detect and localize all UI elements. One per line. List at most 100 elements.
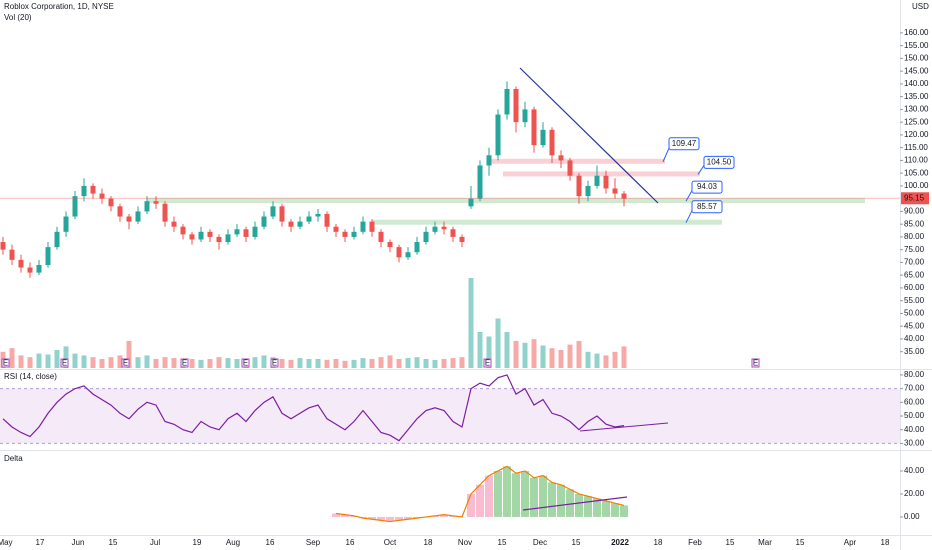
candle-body (486, 155, 492, 166)
y-tick-label: 145.00 (904, 66, 929, 75)
x-tick-label: 2022 (611, 538, 629, 547)
candle-body (603, 175, 609, 189)
callout-box (668, 137, 700, 151)
candle-body (342, 231, 348, 237)
volume-bar (387, 355, 393, 368)
level-zone (487, 158, 665, 164)
y-tick-label: 70.00 (904, 384, 925, 393)
y-tick-label: 80.00 (904, 232, 925, 241)
x-tick-label: Jun (72, 538, 85, 547)
y-tick-label: 35.00 (904, 347, 925, 356)
volume-bar (477, 332, 483, 368)
earnings-marker: E (243, 359, 248, 368)
delta-bar (566, 489, 574, 517)
candle-body (261, 216, 267, 227)
x-tick-label: 15 (726, 538, 735, 547)
volume-bar (468, 278, 474, 368)
x-tick-label: 18 (881, 538, 890, 547)
plot: 35.00 40.00 45.00 50.00 55.00 60.00 65.00 70.00… (0, 28, 929, 547)
delta-bar (557, 484, 565, 517)
candle-body (306, 216, 312, 222)
x-tick-label: Apr (844, 538, 857, 547)
level-label: 94.03 (697, 182, 718, 191)
candle-body (162, 203, 168, 222)
candle-body (495, 114, 501, 156)
volume-bar (342, 360, 348, 368)
earnings-box (483, 358, 492, 368)
volume-bar (315, 359, 321, 368)
earnings-box (751, 358, 760, 368)
candle-body (531, 109, 537, 146)
volume-bar (621, 346, 627, 368)
candle-body (360, 221, 366, 232)
rsi-line (2, 374, 625, 442)
delta-bar (503, 466, 511, 517)
y-tick-label: 55.00 (904, 296, 925, 305)
y-tick-label: 80.00 (904, 370, 925, 379)
volume-bar (594, 353, 600, 368)
volume-bar (495, 318, 501, 368)
volume-bar (405, 358, 411, 368)
earnings-box (1, 358, 10, 368)
candle-body (99, 193, 105, 199)
volume-bar (72, 353, 78, 368)
chart-title: Roblox Corporation, 1D, NYSE (4, 2, 114, 11)
volume-bar (198, 359, 204, 368)
volume-bar (513, 341, 519, 368)
earnings-marker: E (123, 359, 128, 368)
volume-bar (324, 359, 330, 368)
candle-body (450, 229, 456, 237)
volume-bar (252, 357, 258, 368)
y-tick-label: 105.00 (904, 168, 929, 177)
candle-body (324, 213, 330, 227)
volume-bar (153, 359, 159, 368)
candle-body (234, 229, 240, 235)
delta-bar (494, 470, 502, 517)
rsi-trend-line (579, 422, 669, 432)
volume-bar (558, 350, 564, 368)
delta-bar (395, 516, 403, 521)
delta-bar (368, 516, 376, 520)
volume-bar (144, 355, 150, 368)
volume-bar (486, 336, 492, 368)
y-tick-label: 50.00 (904, 411, 925, 420)
trend-line (519, 67, 659, 204)
candle-body (351, 231, 357, 237)
volume-bar (225, 358, 231, 368)
delta-label: Delta (4, 454, 23, 463)
candle-body (270, 206, 276, 217)
rsi-label: RSI (14, close) (4, 372, 57, 381)
earnings-box (180, 358, 189, 368)
candle-body (585, 185, 591, 197)
candle-body (513, 89, 519, 123)
volume-bar (9, 348, 15, 368)
volume-bar (441, 359, 447, 368)
volume-bar (504, 332, 510, 368)
volume-bar (90, 357, 96, 368)
candle-body (117, 206, 123, 217)
level-zone (147, 198, 865, 204)
x-tick-label: Nov (458, 538, 472, 547)
y-tick-label: 110.00 (904, 156, 928, 165)
y-tick-label: 45.00 (904, 321, 925, 330)
x-tick-label: 16 (266, 538, 275, 547)
volume-bar (450, 358, 456, 368)
level-label: 85.57 (697, 202, 718, 211)
candle-body (63, 216, 69, 232)
candle-body (189, 234, 195, 240)
volume-bar (378, 357, 384, 368)
volume-bar (171, 358, 177, 368)
candle-body (72, 196, 78, 217)
earnings-box (60, 358, 69, 368)
y-tick-label: 30.00 (904, 439, 925, 448)
volume-bar (288, 359, 294, 368)
volume-bar (396, 359, 402, 368)
candle-body (594, 175, 600, 186)
y-tick-label: 125.00 (904, 117, 929, 126)
y-tick-label: 70.00 (904, 258, 925, 267)
volume-bar (360, 358, 366, 368)
volume-bar (297, 358, 303, 368)
volume-bar (459, 357, 465, 368)
candle-body (252, 226, 258, 237)
